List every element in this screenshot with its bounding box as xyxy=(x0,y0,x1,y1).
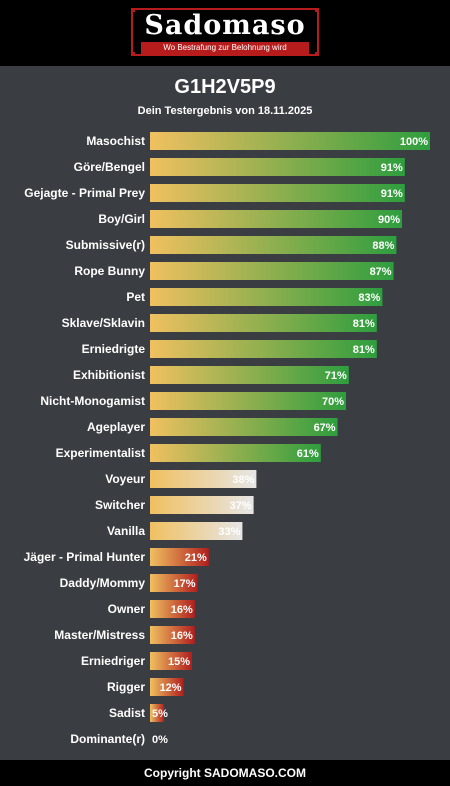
result-subtitle: Dein Testergebnis von 18.11.2025 xyxy=(137,105,313,117)
category-label: Switcher xyxy=(95,498,145,512)
value-label: 70% xyxy=(322,396,344,408)
category-label: Vanilla xyxy=(107,524,145,538)
category-label: Göre/Bengel xyxy=(74,160,145,174)
result-bar xyxy=(150,496,254,514)
copyright-footer: Copyright SADOMASO.COM xyxy=(0,760,450,786)
category-label: Daddy/Mommy xyxy=(60,576,146,590)
value-label: 21% xyxy=(185,552,207,564)
site-logo[interactable]: Sadomaso Wo Bestrafung zur Belohnung wir… xyxy=(131,8,319,56)
result-bar xyxy=(150,678,184,696)
result-bar xyxy=(150,236,397,254)
category-label: Sklave/Sklavin xyxy=(62,316,145,330)
category-label: Submissive(r) xyxy=(66,238,145,252)
result-bar xyxy=(150,288,383,306)
result-bar xyxy=(150,366,349,384)
category-label: Boy/Girl xyxy=(98,212,145,226)
result-bar xyxy=(150,392,346,410)
value-label: 17% xyxy=(174,578,196,590)
category-label: Erniedriger xyxy=(81,654,145,668)
result-bar xyxy=(150,132,430,150)
category-label: Master/Mistress xyxy=(54,628,145,642)
value-label: 12% xyxy=(160,682,182,694)
category-label: Erniedrigte xyxy=(82,342,146,356)
result-bar xyxy=(150,574,198,592)
result-bar xyxy=(150,548,209,566)
value-label: 81% xyxy=(353,344,375,356)
category-label: Owner xyxy=(108,602,146,616)
category-label: Masochist xyxy=(86,134,145,148)
header-bar: Sadomaso Wo Bestrafung zur Belohnung wir… xyxy=(0,0,450,66)
value-label: 91% xyxy=(381,188,403,200)
value-label: 0% xyxy=(152,734,168,746)
category-label: Rigger xyxy=(107,680,145,694)
result-bar xyxy=(150,340,377,358)
value-label: 90% xyxy=(378,214,400,226)
logo-text: Sadomaso xyxy=(144,10,306,41)
value-label: 81% xyxy=(353,318,375,330)
category-label: Sadist xyxy=(109,706,145,720)
value-label: 33% xyxy=(218,526,240,538)
result-bar xyxy=(150,470,257,488)
result-bar xyxy=(150,522,243,540)
category-label: Dominante(r) xyxy=(70,732,145,746)
category-label: Ageplayer xyxy=(87,420,145,434)
category-label: Nicht-Monogamist xyxy=(40,394,145,408)
result-bar xyxy=(150,652,192,670)
value-label: 83% xyxy=(358,292,380,304)
category-label: Exhibitionist xyxy=(73,368,145,382)
category-label: Experimentalist xyxy=(56,446,145,460)
value-label: 87% xyxy=(370,266,392,278)
value-label: 15% xyxy=(168,656,190,668)
value-label: 71% xyxy=(325,370,347,382)
result-bar xyxy=(150,704,164,722)
value-label: 37% xyxy=(230,500,252,512)
logo-tagline: Wo Bestrafung zur Belohnung wird xyxy=(141,42,309,54)
result-bar xyxy=(150,184,405,202)
result-bar xyxy=(150,210,402,228)
value-label: 91% xyxy=(381,162,403,174)
value-label: 16% xyxy=(171,630,193,642)
value-label: 5% xyxy=(152,708,168,720)
category-label: Voyeur xyxy=(105,472,145,486)
value-label: 88% xyxy=(372,240,394,252)
result-bar xyxy=(150,626,195,644)
result-bar xyxy=(150,600,195,618)
category-label: Rope Bunny xyxy=(74,264,145,278)
result-bar xyxy=(150,158,405,176)
value-label: 100% xyxy=(400,136,428,148)
value-label: 67% xyxy=(314,422,336,434)
category-label: Pet xyxy=(126,290,145,304)
result-bar xyxy=(150,262,394,280)
category-label: Jäger - Primal Hunter xyxy=(24,550,146,564)
value-label: 16% xyxy=(171,604,193,616)
result-bar xyxy=(150,314,377,332)
result-bar xyxy=(150,418,338,436)
result-bar xyxy=(150,444,321,462)
value-label: 38% xyxy=(232,474,254,486)
result-title: G1H2V5P9 xyxy=(174,76,276,98)
value-label: 61% xyxy=(297,448,319,460)
result-bar-chart: Masochist 100% Göre/Bengel 91% Gejagte - Pri… xyxy=(24,132,430,746)
category-label: Gejagte - Primal Prey xyxy=(24,186,145,200)
